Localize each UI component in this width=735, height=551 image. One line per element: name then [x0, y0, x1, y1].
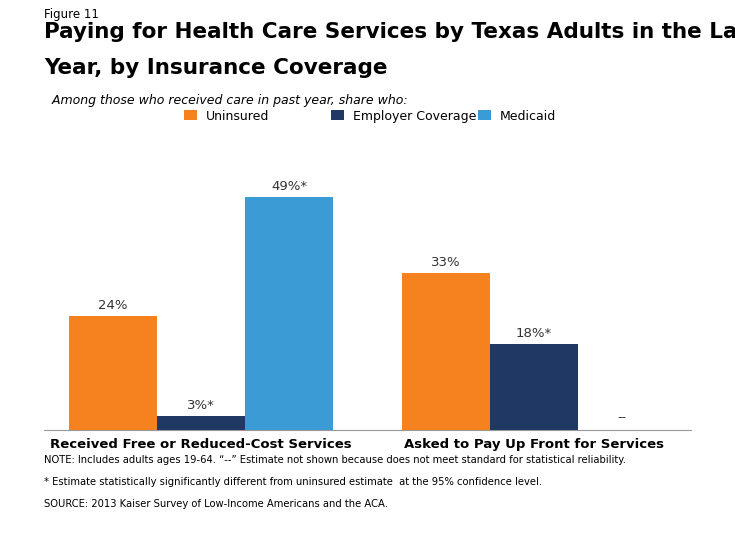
Text: Among those who received care in past year, share who:: Among those who received care in past ye…	[44, 94, 408, 107]
Text: * Estimate statistically significantly different from uninsured estimate  at the: * Estimate statistically significantly d…	[44, 477, 542, 487]
Text: 49%*: 49%*	[271, 180, 307, 193]
Text: 3%*: 3%*	[187, 399, 215, 412]
Text: Year, by Insurance Coverage: Year, by Insurance Coverage	[44, 58, 387, 78]
Text: Uninsured: Uninsured	[206, 110, 269, 123]
Text: Figure 11: Figure 11	[44, 8, 99, 21]
Text: Medicaid: Medicaid	[500, 110, 556, 123]
Text: --: --	[618, 411, 627, 424]
Bar	[68, 316, 157, 430]
Bar	[157, 415, 245, 430]
Text: 33%: 33%	[431, 256, 461, 269]
Text: KAISER: KAISER	[642, 490, 696, 504]
Bar	[402, 273, 490, 430]
Text: FAMILY: FAMILY	[643, 505, 695, 518]
Text: 24%: 24%	[98, 299, 127, 312]
Text: THE HENRY J.: THE HENRY J.	[649, 480, 689, 485]
Bar	[245, 197, 333, 430]
Text: FOUNDATION: FOUNDATION	[649, 523, 689, 528]
Bar	[490, 344, 578, 430]
Text: SOURCE: 2013 Kaiser Survey of Low-Income Americans and the ACA.: SOURCE: 2013 Kaiser Survey of Low-Income…	[44, 499, 388, 509]
Text: Employer Coverage: Employer Coverage	[353, 110, 476, 123]
Text: NOTE: Includes adults ages 19-64. “--” Estimate not shown because does not meet : NOTE: Includes adults ages 19-64. “--” E…	[44, 455, 626, 464]
Text: Paying for Health Care Services by Texas Adults in the Last: Paying for Health Care Services by Texas…	[44, 22, 735, 42]
Text: 18%*: 18%*	[516, 327, 552, 341]
